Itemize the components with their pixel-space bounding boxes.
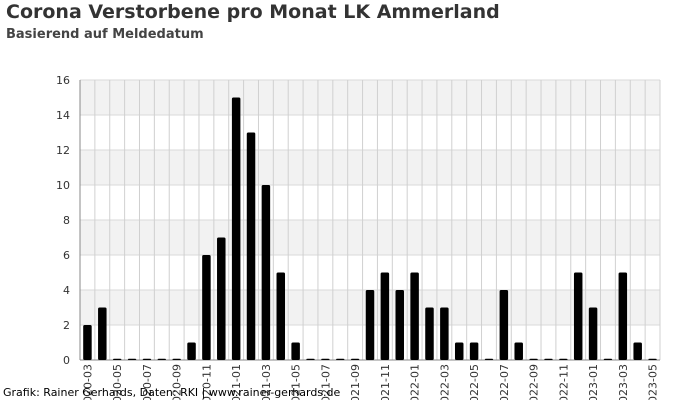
bar-2022-11 [559,358,568,360]
bar-2020-04 [98,307,107,360]
bar-2022-01 [410,272,419,360]
bar-2021-04 [276,272,286,360]
x-tick-label: 2020-05 [111,364,124,400]
x-tick-label: 2023-03 [617,364,630,400]
bar-2023-05 [648,358,657,360]
bar-2023-01 [588,307,598,360]
bar-2020-07 [142,358,152,360]
bar-2022-02 [425,307,434,360]
y-tick-label: 10 [56,179,70,192]
chart-title: Corona Verstorbene pro Monat LK Ammerlan… [6,1,500,23]
bar-2020-03 [83,325,92,360]
y-tick-label: 2 [63,319,70,332]
x-tick-label: 2020-11 [200,364,213,400]
x-tick-label: 2023-05 [647,364,660,400]
bar-2022-05 [469,342,479,360]
bar-2020-09 [172,358,181,360]
bar-2020-08 [157,358,167,360]
x-tick-labels: 2020-03 2020-05 2020-07 2020-09 2020-11 2021-… [81,364,659,400]
bar-2021-10 [365,290,375,360]
bar-2022-10 [544,358,553,360]
y-tick-label: 4 [63,284,70,297]
bar-2020-05 [112,358,122,360]
y-tick-label: 16 [56,74,70,87]
bar-2021-03 [261,185,271,360]
bar-2023-03 [618,272,628,360]
y-tick-label: 14 [56,109,70,122]
x-tick-label: 2022-09 [528,364,541,400]
bar-2020-10 [187,342,196,360]
x-tick-label: 2021-03 [260,364,273,400]
bar-2020-11 [202,255,211,360]
vertical-gridlines [79,80,661,360]
x-tick-label: 2022-03 [438,364,451,400]
bar-2022-09 [529,358,538,360]
y-tick-label: 0 [63,354,70,367]
grid-band [80,220,660,255]
x-tick-label: 2021-01 [230,364,243,400]
bar-2022-08 [514,342,523,360]
x-tick-label: 2022-07 [498,364,511,400]
bar-2021-06 [306,358,315,360]
x-tick-label: 2022-11 [557,364,570,400]
bar-2021-11 [380,272,390,360]
bar-2023-02 [603,358,613,360]
bar-2021-01 [231,97,241,360]
bar-2021-07 [321,358,330,360]
bar-2020-06 [127,358,137,360]
bar-2021-08 [336,358,345,360]
bar-2020-12 [217,237,226,360]
chart-subtitle: Basierend auf Meldedatum [6,27,204,42]
grid-band [80,150,660,185]
x-tick-label: 2021-05 [290,364,303,400]
x-tick-label: 2021-11 [379,364,392,400]
bar-2021-02 [246,132,256,360]
y-tick-label: 6 [63,249,70,262]
bar-2021-12 [395,290,404,360]
x-tick-label: 2021-09 [349,364,362,400]
y-tick-label: 12 [56,144,70,157]
bar-2022-03 [440,307,449,360]
x-tick-label: 2020-03 [81,364,94,400]
bar-2022-06 [484,358,494,360]
x-tick-label: 2020-07 [141,364,154,400]
x-tick-label: 2023-01 [587,364,600,400]
y-tick-label: 8 [63,214,70,227]
bar-series [83,97,657,360]
grid-band [80,255,660,290]
bar-2022-07 [499,290,509,360]
bar-2021-09 [350,358,360,360]
x-tick-label: 2022-01 [409,364,422,400]
x-tick-label: 2021-07 [319,364,332,400]
grid-band [80,80,660,115]
x-tick-label: 2020-09 [171,364,184,400]
grid-band [80,115,660,150]
credit-text: Grafik: Rainer Gerhards, Daten: RKI | ww… [3,386,341,399]
y-tick-labels: 0 2 4 6 8 10 12 14 16 [56,74,70,367]
bar-2022-12 [573,272,583,360]
bar-2021-05 [291,342,300,360]
bar-2022-04 [454,342,464,360]
grid-band [80,185,660,220]
bar-2023-04 [633,342,642,360]
x-tick-label: 2022-05 [468,364,481,400]
